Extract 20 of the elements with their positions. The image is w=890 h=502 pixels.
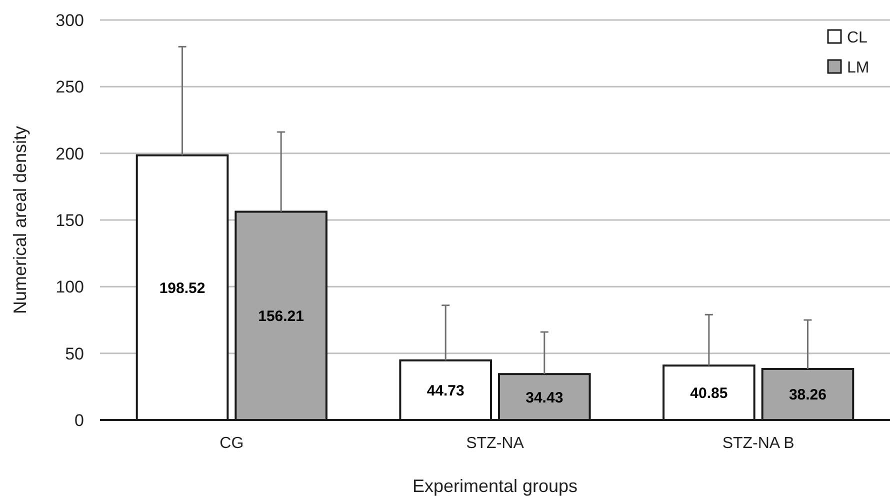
- y-tick-label: 0: [74, 410, 84, 430]
- data-label: 156.21: [258, 308, 304, 326]
- x-tick-label: STZ-NA B: [722, 435, 794, 452]
- y-tick-label: 250: [56, 78, 84, 97]
- y-tick-label: 300: [56, 10, 84, 30]
- legend-label: LM: [847, 60, 870, 77]
- y-tick-label: 150: [56, 210, 84, 230]
- y-tick-label: 200: [56, 144, 84, 164]
- data-label: 198.52: [159, 280, 206, 297]
- y-tick-label: 50: [65, 344, 84, 364]
- x-axis-title: Experimental groups: [412, 476, 578, 496]
- data-label: 34.43: [526, 389, 564, 406]
- y-tick-label: 100: [56, 278, 84, 297]
- y-axis-title: Numerical areal density: [10, 126, 30, 314]
- legend-label: CL: [847, 30, 868, 47]
- data-label: 38.26: [788, 386, 827, 404]
- data-label: 44.73: [426, 382, 464, 400]
- x-tick-label: CG: [220, 435, 244, 452]
- x-tick-label: STZ-NA: [466, 435, 524, 452]
- data-label: 40.85: [690, 385, 728, 402]
